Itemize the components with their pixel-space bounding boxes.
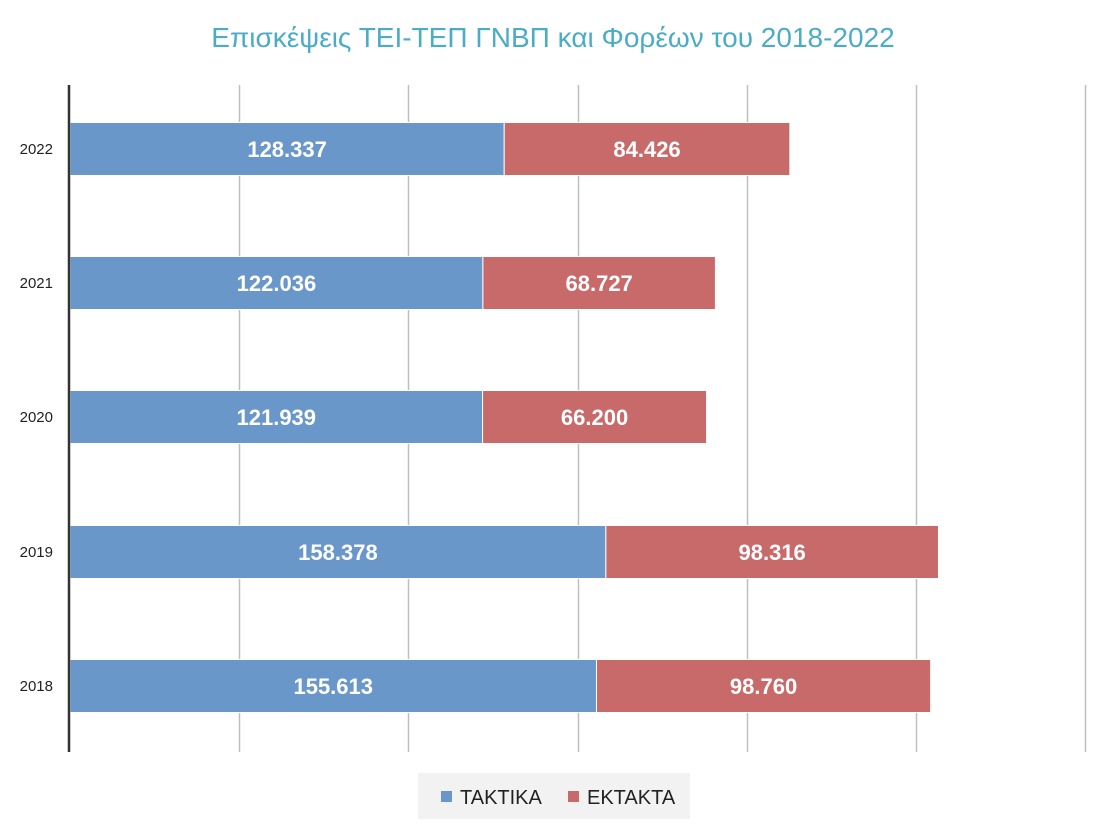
data-label: 122.036 bbox=[237, 271, 317, 296]
bar-segment-taktika-2022 bbox=[69, 122, 505, 176]
legend-background bbox=[418, 773, 690, 819]
data-label: 66.200 bbox=[561, 405, 628, 430]
y-tick-label: 2019 bbox=[20, 544, 53, 561]
data-label: 98.316 bbox=[739, 540, 806, 565]
bar-segment-taktika-2018 bbox=[69, 659, 597, 713]
legend-swatch-taktika bbox=[441, 791, 452, 802]
y-tick-label: 2022 bbox=[20, 141, 53, 158]
bar-segment-ektakta-2019 bbox=[605, 525, 939, 579]
y-tick-label: 2020 bbox=[20, 409, 53, 426]
data-label: 128.337 bbox=[247, 137, 327, 162]
y-axis: 2022 2021 2020 2019 2018 bbox=[20, 85, 71, 752]
data-label: 84.426 bbox=[613, 137, 680, 162]
data-label: 68.727 bbox=[566, 271, 633, 296]
data-labels: 128.337 84.426 122.036 68.727 121.939 66.200 1… bbox=[237, 137, 806, 699]
y-tick-label: 2021 bbox=[20, 275, 53, 292]
data-label: 155.613 bbox=[293, 674, 373, 699]
bar-segment-taktika-2019 bbox=[69, 525, 607, 579]
legend-label-ektakta: ΕΚΤΑΚΤΑ bbox=[587, 787, 676, 809]
y-tick-label: 2018 bbox=[20, 678, 53, 695]
data-label: 98.760 bbox=[730, 674, 797, 699]
bar-segment-ektakta-2021 bbox=[482, 256, 716, 310]
legend: ΤΑΚΤΙΚΑ ΕΚΤΑΚΤΑ bbox=[418, 773, 690, 819]
bar-segment-ektakta-2022 bbox=[503, 122, 791, 176]
data-label: 158.378 bbox=[298, 540, 378, 565]
bar-segment-taktika-2020 bbox=[69, 390, 484, 444]
data-label: 121.939 bbox=[237, 405, 317, 430]
bar-segment-ektakta-2020 bbox=[482, 390, 708, 444]
legend-swatch-ektakta bbox=[568, 791, 579, 802]
legend-label-taktika: ΤΑΚΤΙΚΑ bbox=[460, 787, 543, 809]
bars bbox=[69, 122, 939, 713]
bar-segment-ektakta-2018 bbox=[595, 659, 932, 713]
chart-title: Επισκέψεις ΤΕΙ-ΤΕΠ ΓΝΒΠ και Φορέων του 2… bbox=[211, 22, 894, 53]
